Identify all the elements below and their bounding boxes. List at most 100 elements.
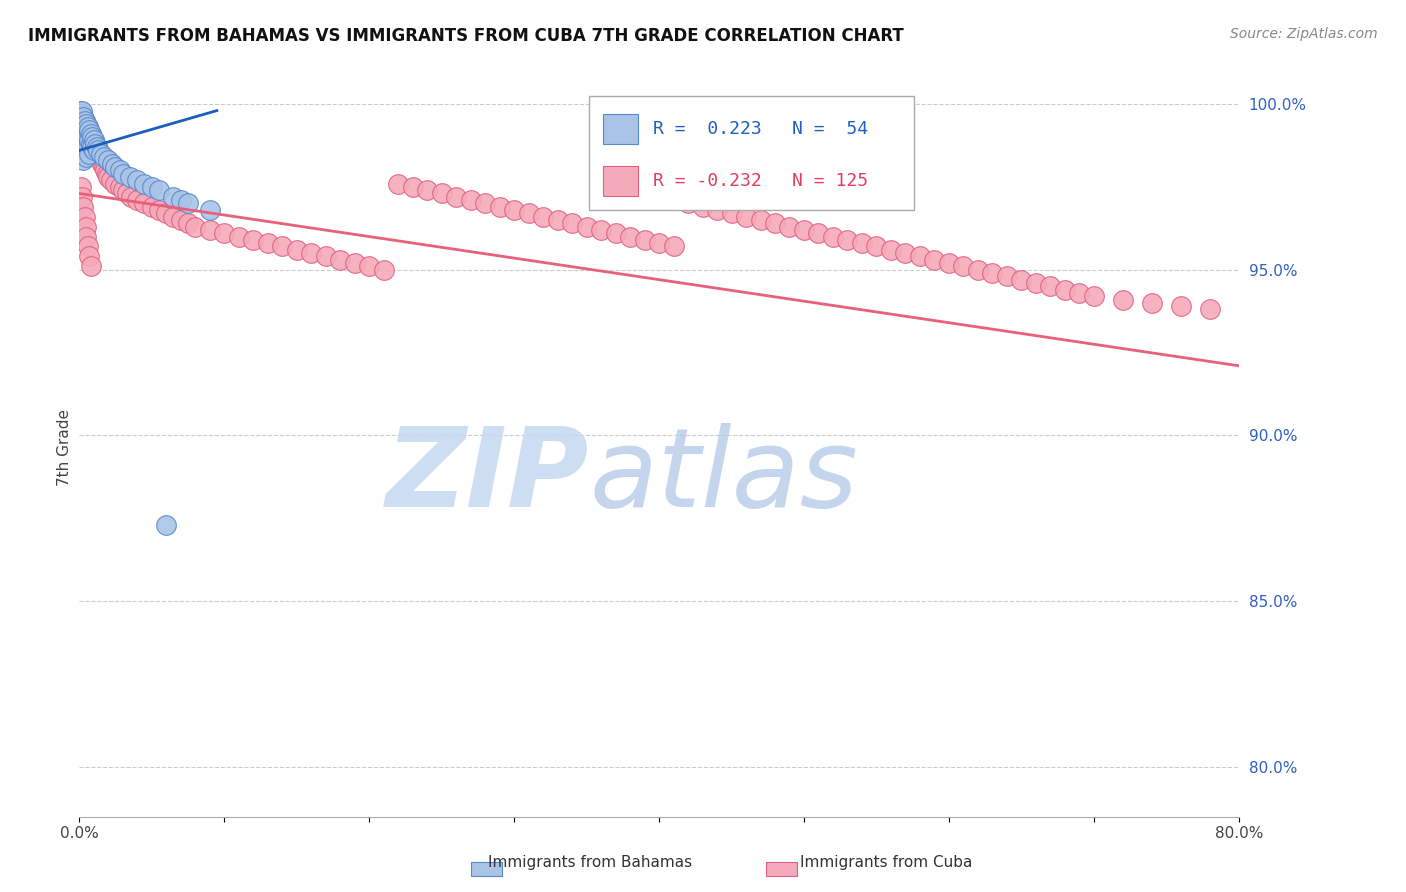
Point (82, 140, 104, 154)
Point (76, 130, 98, 145)
Point (80, 140, 103, 154)
Point (70, 117, 93, 131)
FancyBboxPatch shape (603, 114, 638, 144)
Point (73, 123, 96, 137)
Point (86, 140, 108, 154)
Point (134, 196, 156, 211)
Point (416, 183, 439, 197)
Point (83, 133, 105, 147)
Point (1083, 289, 1105, 303)
Point (589, 223, 612, 237)
Point (93, 150, 115, 164)
Point (91, 156, 114, 170)
Point (89, 150, 111, 164)
Point (271, 239, 294, 253)
Point (865, 239, 887, 253)
Point (86, 140, 108, 154)
Point (76, 120, 98, 135)
Point (76, 120, 98, 135)
FancyBboxPatch shape (603, 166, 638, 195)
Point (77, 249, 100, 263)
Point (605, 226, 627, 240)
Point (76, 239, 98, 253)
Y-axis label: 7th Grade: 7th Grade (58, 409, 72, 485)
Point (1010, 272, 1032, 286)
Text: N =  54: N = 54 (793, 120, 869, 138)
Point (162, 190, 184, 204)
Point (73, 113, 96, 128)
Point (285, 243, 308, 257)
Point (169, 193, 191, 207)
Point (1069, 285, 1091, 300)
Point (924, 252, 946, 267)
Point (69, 113, 91, 128)
Point (169, 213, 191, 227)
Point (134, 177, 156, 191)
Point (104, 160, 127, 174)
Point (1025, 276, 1047, 290)
Point (329, 252, 352, 267)
Point (967, 262, 990, 277)
Point (72, 133, 94, 147)
Point (995, 269, 1018, 284)
Point (430, 186, 453, 201)
Point (198, 223, 221, 237)
Point (80, 136, 103, 151)
Point (880, 243, 903, 257)
Point (1140, 295, 1163, 310)
Point (547, 213, 569, 227)
Point (87, 144, 110, 158)
Point (75, 136, 97, 151)
Point (1112, 293, 1135, 307)
Point (69, 113, 91, 128)
Point (73, 133, 96, 147)
Point (101, 156, 124, 170)
Point (75, 150, 97, 164)
Point (1199, 302, 1222, 317)
Point (373, 262, 395, 277)
Text: R =  0.223: R = 0.223 (654, 120, 762, 138)
Point (908, 249, 931, 263)
Point (460, 193, 482, 207)
Point (141, 200, 163, 214)
Point (96, 167, 118, 181)
Point (111, 183, 134, 197)
Point (69, 120, 91, 135)
Point (94, 163, 117, 178)
Point (72, 153, 94, 168)
Point (155, 206, 177, 220)
Point (517, 206, 540, 220)
Point (83, 133, 105, 147)
Point (70, 107, 93, 121)
Point (1170, 299, 1192, 313)
Point (155, 517, 177, 532)
FancyBboxPatch shape (589, 96, 914, 211)
Text: R = -0.232: R = -0.232 (654, 172, 762, 190)
Point (503, 202, 526, 217)
Point (633, 233, 655, 247)
Point (73, 123, 96, 137)
Point (75, 117, 97, 131)
Point (228, 229, 250, 244)
Point (69, 130, 91, 145)
Point (75, 140, 97, 154)
Point (127, 173, 149, 187)
Point (72, 120, 94, 135)
Text: ZIP: ZIP (385, 423, 589, 530)
Point (70, 136, 93, 151)
Point (561, 216, 583, 230)
Point (97, 169, 120, 184)
Point (69, 103, 91, 118)
Point (84, 136, 107, 151)
Point (212, 226, 235, 240)
Point (75, 127, 97, 141)
Point (90, 153, 112, 168)
Point (735, 210, 758, 224)
Point (111, 167, 134, 181)
Point (837, 233, 859, 247)
Point (84, 136, 107, 151)
Point (77, 123, 100, 137)
Point (952, 260, 974, 274)
Point (70, 136, 93, 151)
Point (184, 219, 207, 234)
